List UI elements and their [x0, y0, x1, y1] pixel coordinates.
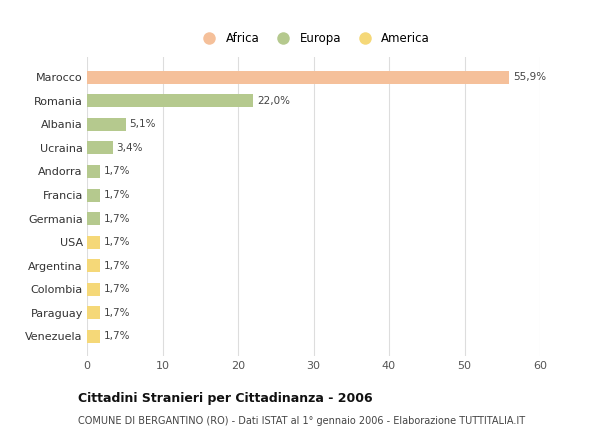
- Text: 1,7%: 1,7%: [104, 213, 130, 224]
- Bar: [87, 141, 113, 154]
- Text: 1,7%: 1,7%: [104, 284, 130, 294]
- Bar: [87, 71, 509, 84]
- Bar: [87, 259, 100, 272]
- Text: 3,4%: 3,4%: [116, 143, 143, 153]
- Bar: [87, 165, 100, 178]
- Text: 5,1%: 5,1%: [129, 119, 156, 129]
- Bar: [87, 118, 125, 131]
- Text: 1,7%: 1,7%: [104, 308, 130, 318]
- Text: 1,7%: 1,7%: [104, 237, 130, 247]
- Text: 55,9%: 55,9%: [513, 72, 546, 82]
- Bar: [87, 212, 100, 225]
- Bar: [87, 94, 253, 107]
- Bar: [87, 330, 100, 343]
- Bar: [87, 236, 100, 249]
- Text: Cittadini Stranieri per Cittadinanza - 2006: Cittadini Stranieri per Cittadinanza - 2…: [78, 392, 373, 405]
- Bar: [87, 306, 100, 319]
- Text: COMUNE DI BERGANTINO (RO) - Dati ISTAT al 1° gennaio 2006 - Elaborazione TUTTITA: COMUNE DI BERGANTINO (RO) - Dati ISTAT a…: [78, 416, 525, 426]
- Text: 1,7%: 1,7%: [104, 260, 130, 271]
- Text: 1,7%: 1,7%: [104, 331, 130, 341]
- Text: 1,7%: 1,7%: [104, 166, 130, 176]
- Legend: Africa, Europa, America: Africa, Europa, America: [193, 27, 434, 50]
- Text: 22,0%: 22,0%: [257, 96, 290, 106]
- Bar: [87, 283, 100, 296]
- Bar: [87, 189, 100, 202]
- Text: 1,7%: 1,7%: [104, 190, 130, 200]
